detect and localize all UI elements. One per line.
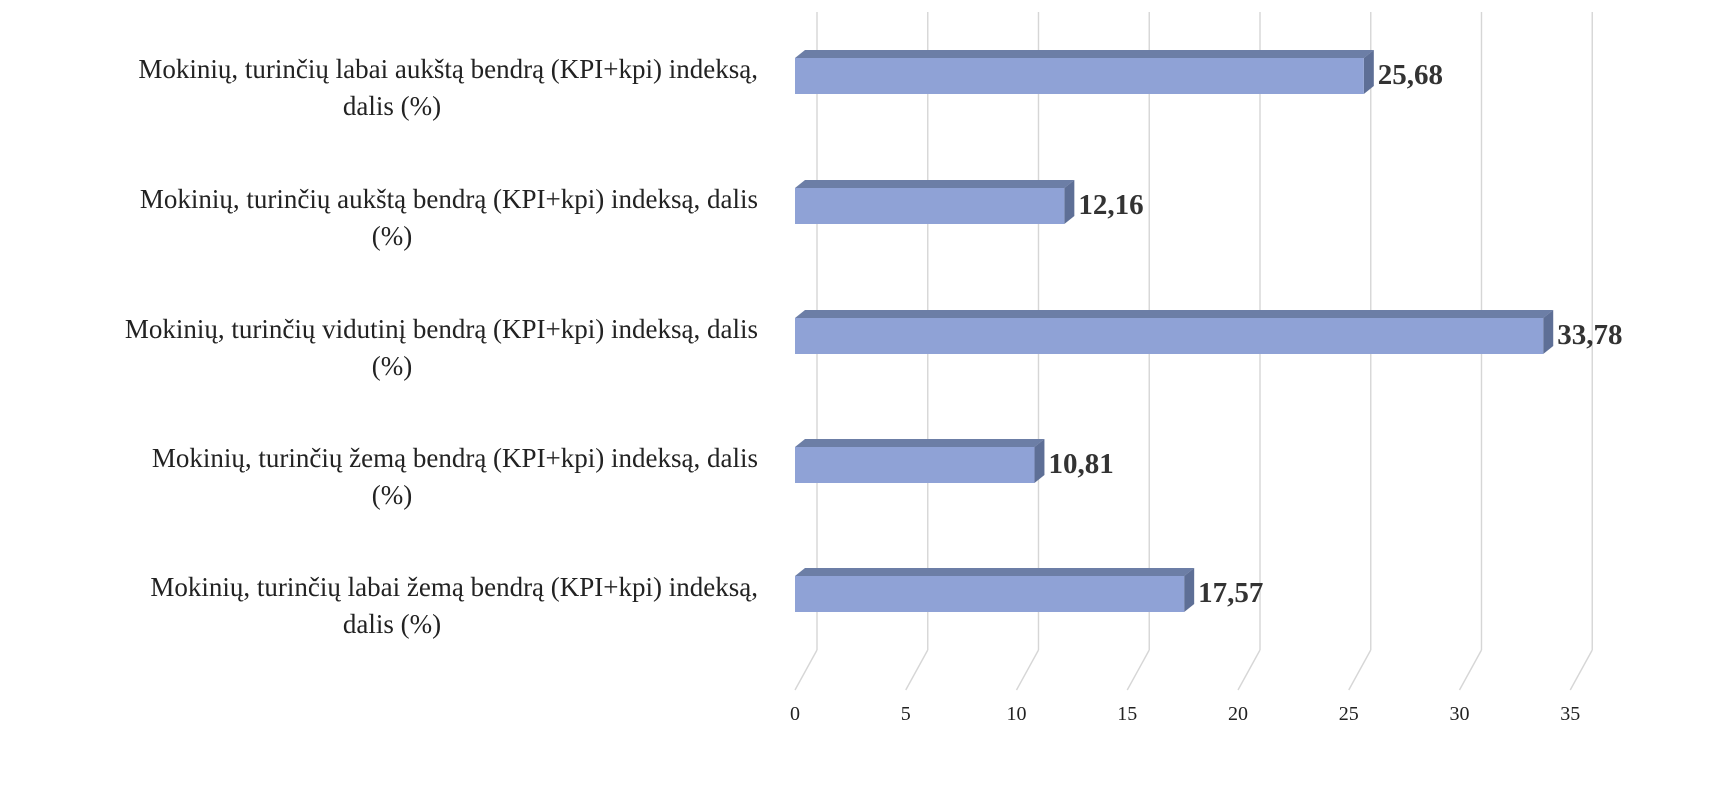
category-label: Mokinių, turinčių labai aukštą bendrą (K…	[138, 54, 758, 121]
bar-front-face	[795, 576, 1185, 612]
category-label-line: Mokinių, turinčių žemą bendrą (KPI+kpi) …	[152, 443, 758, 473]
bar-top-face	[795, 439, 1045, 447]
category-label-line: dalis (%)	[343, 609, 441, 639]
bar-side-face	[1184, 568, 1195, 612]
bar	[795, 439, 1045, 483]
bar-top-face	[795, 310, 1554, 318]
x-tick-label: 25	[1339, 703, 1359, 725]
gridline-floor	[1237, 649, 1261, 691]
category-label: Mokinių, turinčių aukštą bendrą (KPI+kpi…	[140, 184, 758, 251]
value-labels: 25,68 12,16 33,78 10,81 17,57	[1048, 59, 1622, 609]
category-label-line: (%)	[372, 221, 412, 251]
category-label-line: Mokinių, turinčių vidutinį bendrą (KPI+k…	[125, 314, 758, 344]
x-tick-label: 5	[901, 703, 911, 725]
bar-top-face	[795, 568, 1195, 576]
gridline-floor	[1348, 649, 1372, 691]
x-tick-label: 0	[790, 703, 800, 725]
data-label: 12,16	[1078, 189, 1143, 221]
bar-side-face	[1064, 180, 1075, 224]
category-label-line: (%)	[372, 351, 412, 381]
gridline-floor	[1126, 649, 1150, 691]
gridline-floor	[1569, 649, 1593, 691]
bar	[795, 180, 1075, 224]
gridline-floor	[794, 649, 818, 691]
bar	[795, 50, 1374, 94]
category-label-line: Mokinių, turinčių labai žemą bendrą (KPI…	[150, 572, 758, 602]
category-label-line: Mokinių, turinčių aukštą bendrą (KPI+kpi…	[140, 184, 758, 214]
data-label: 17,57	[1198, 577, 1263, 609]
bar-top-face	[795, 180, 1075, 188]
x-tick-label: 15	[1117, 703, 1137, 725]
bars	[795, 50, 1554, 612]
data-label: 25,68	[1378, 59, 1443, 91]
gridline-floor	[905, 649, 929, 691]
category-labels: Mokinių, turinčių labai aukštą bendrą (K…	[125, 54, 758, 639]
x-tick-label: 20	[1228, 703, 1248, 725]
x-tick-label: 10	[1007, 703, 1027, 725]
x-axis-tick-labels: 0 5 10 15 20 25 30 35	[790, 703, 1580, 725]
bar-front-face	[795, 188, 1065, 224]
category-label-line: (%)	[372, 480, 412, 510]
bar-front-face	[795, 447, 1035, 483]
bar	[795, 568, 1195, 612]
bar-side-face	[1543, 310, 1554, 354]
data-label: 33,78	[1557, 319, 1622, 351]
x-tick-label: 35	[1560, 703, 1580, 725]
bar-side-face	[1034, 439, 1045, 483]
gridline-floor	[1015, 649, 1040, 691]
category-label: Mokinių, turinčių žemą bendrą (KPI+kpi) …	[152, 443, 758, 510]
data-label: 10,81	[1048, 448, 1113, 480]
bar-front-face	[795, 58, 1364, 94]
category-label-line: dalis (%)	[343, 91, 441, 121]
bar-side-face	[1363, 50, 1374, 94]
category-label: Mokinių, turinčių vidutinį bendrą (KPI+k…	[125, 314, 758, 381]
category-label-line: Mokinių, turinčių labai aukštą bendrą (K…	[138, 54, 758, 84]
bar-top-face	[795, 50, 1374, 58]
bar-front-face	[795, 318, 1544, 354]
category-label: Mokinių, turinčių labai žemą bendrą (KPI…	[150, 572, 758, 639]
x-tick-label: 30	[1450, 703, 1470, 725]
gridline-floor	[1458, 649, 1483, 691]
bar	[795, 310, 1554, 354]
